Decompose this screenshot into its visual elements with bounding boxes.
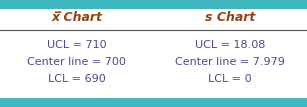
- Text: LCL = 0: LCL = 0: [208, 74, 252, 84]
- Text: LCL = 690: LCL = 690: [48, 74, 106, 84]
- Text: x̅ Chart: x̅ Chart: [51, 11, 102, 24]
- Text: UCL = 18.08: UCL = 18.08: [195, 40, 266, 51]
- Text: Center line = 700: Center line = 700: [27, 57, 126, 67]
- FancyBboxPatch shape: [0, 98, 307, 107]
- Text: UCL = 710: UCL = 710: [47, 40, 107, 51]
- Text: Center line = 7.979: Center line = 7.979: [175, 57, 285, 67]
- Text: s Chart: s Chart: [205, 11, 255, 24]
- FancyBboxPatch shape: [0, 0, 307, 9]
